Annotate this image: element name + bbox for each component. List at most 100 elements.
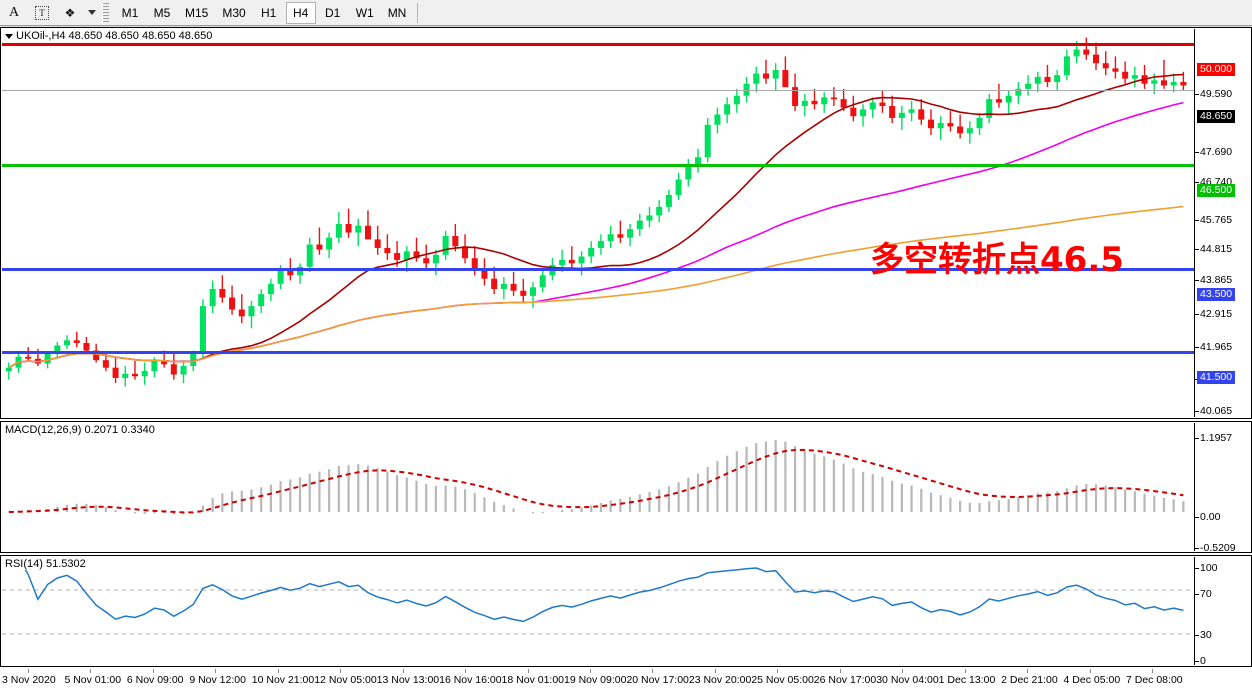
timeframe-w1[interactable]: W1 bbox=[355, 5, 374, 20]
time-tick bbox=[1027, 669, 1029, 673]
time-axis-label: 18 Nov 01:00 bbox=[501, 674, 565, 686]
time-tick bbox=[964, 669, 966, 673]
time-axis-label: 25 Nov 05:00 bbox=[751, 674, 814, 686]
level-line-support-41500[interactable] bbox=[2, 351, 1194, 354]
level-line-current-price-48650[interactable] bbox=[2, 90, 1194, 91]
text-label-icon[interactable]: A bbox=[8, 4, 20, 20]
price-tick: 43.865 bbox=[1194, 274, 1233, 286]
price-plot-region[interactable]: 多空转折点46.5 bbox=[2, 29, 1194, 417]
toolbar-separator bbox=[417, 2, 419, 23]
time-axis-label: 12 Nov 05:00 bbox=[314, 674, 377, 686]
time-axis-label: 16 Nov 16:00 bbox=[439, 674, 502, 686]
time-axis[interactable]: 3 Nov 2020 5 Nov 01:00 6 Nov 09:00 9 Nov 12… bbox=[0, 669, 1252, 694]
chart-area: 多空转折点46.5 UKOil-,H4 48.650 48.650 48.650… bbox=[0, 26, 1252, 694]
macd-tick: 0.00 bbox=[1194, 511, 1221, 523]
price-tag-50-000: 50.000 bbox=[1197, 63, 1236, 76]
macd-tick: 1.1957 bbox=[1194, 432, 1233, 444]
time-axis-label: 5 Nov 01:00 bbox=[64, 674, 122, 686]
price-tick: 46.740 bbox=[1194, 176, 1233, 188]
chart-annotation-text: 多空转折点46.5 bbox=[870, 240, 1124, 280]
rsi-plot-region[interactable] bbox=[2, 557, 1194, 665]
time-axis-label: 9 Nov 12:00 bbox=[189, 674, 246, 686]
shapes-icon[interactable]: ❖ bbox=[64, 5, 76, 20]
macd-pane-legend: MACD(12,26,9) 0.2071 0.3340 bbox=[5, 424, 158, 436]
time-tick bbox=[839, 669, 841, 673]
time-axis-label: 23 Nov 20:00 bbox=[688, 674, 752, 686]
price-pane-legend-text: UKOil-,H4 48.650 48.650 48.650 48.650 bbox=[16, 30, 213, 42]
time-axis-label: 1 Dec 13:00 bbox=[938, 674, 996, 686]
price-tick: 41.965 bbox=[1194, 341, 1233, 353]
time-axis-label: 3 Nov 2020 bbox=[2, 674, 56, 686]
time-axis-label: 4 Dec 05:00 bbox=[1063, 674, 1121, 686]
toolbar: A T ❖ M1 M5 M15 M30 H1 H4 D1 W1 MN bbox=[0, 0, 1252, 26]
time-axis-label: 26 Nov 17:00 bbox=[813, 674, 877, 686]
macd-tick: -0.5209 bbox=[1195, 542, 1236, 554]
time-tick bbox=[465, 669, 467, 673]
time-axis-label: 6 Nov 09:00 bbox=[126, 674, 184, 686]
price-tick: 42.915 bbox=[1194, 308, 1233, 320]
macd-pane[interactable]: MACD(12,26,9) 0.2071 0.3340 1.1957 0.00 -0… bbox=[0, 421, 1252, 554]
time-tick bbox=[652, 669, 654, 673]
time-tick bbox=[777, 669, 779, 673]
level-line-resistance-50[interactable] bbox=[2, 43, 1194, 46]
timeframe-h1[interactable]: H1 bbox=[261, 5, 277, 20]
level-line-support-43500[interactable] bbox=[2, 268, 1194, 271]
rsi-tick: 0 bbox=[1195, 655, 1206, 667]
time-tick bbox=[1152, 669, 1153, 673]
rsi-pane[interactable]: RSI(14) 51.5302 100 70 30 0 bbox=[0, 555, 1252, 667]
timeframe-m5[interactable]: M5 bbox=[153, 5, 171, 20]
time-tick bbox=[90, 669, 92, 673]
time-axis-label: 2 Dec 21:00 bbox=[1001, 674, 1058, 686]
time-tick bbox=[152, 669, 154, 673]
price-tag-48-650: 48.650 bbox=[1197, 110, 1236, 123]
toolbar-drag-handle[interactable] bbox=[102, 2, 109, 23]
time-axis-label: 19 Nov 09:00 bbox=[564, 674, 627, 686]
time-tick bbox=[402, 669, 404, 673]
macd-series bbox=[8, 440, 1185, 515]
time-tick bbox=[1089, 669, 1091, 673]
time-tick bbox=[527, 669, 529, 673]
price-pane-legend: UKOil-,H4 48.650 48.650 48.650 48.650 bbox=[5, 30, 216, 42]
time-axis-label: 10 Nov 21:00 bbox=[251, 674, 315, 686]
macd-plot-region[interactable] bbox=[2, 423, 1194, 551]
rsi-tick: 30 bbox=[1195, 629, 1212, 641]
time-axis-label: 7 Dec 08:00 bbox=[1126, 674, 1183, 686]
time-tick bbox=[714, 669, 716, 673]
time-axis-label: 13 Nov 13:00 bbox=[376, 674, 440, 686]
price-tick: 47.690 bbox=[1194, 146, 1233, 158]
price-tick: 49.590 bbox=[1194, 88, 1233, 100]
time-axis-label: 20 Nov 17:00 bbox=[626, 674, 689, 686]
time-tick bbox=[277, 669, 279, 673]
shapes-dropdown-caret-icon[interactable] bbox=[84, 1, 98, 25]
timeframe-m30[interactable]: M30 bbox=[222, 5, 246, 20]
price-pane[interactable]: 多空转折点46.5 UKOil-,H4 48.650 48.650 48.650… bbox=[0, 27, 1252, 449]
rsi-tick: 70 bbox=[1195, 588, 1212, 600]
rsi-pane-legend: RSI(14) 51.5302 bbox=[5, 558, 89, 570]
price-tick: 45.765 bbox=[1194, 214, 1233, 226]
rsi-tick: 100 bbox=[1195, 562, 1218, 574]
level-line-pivot-46500[interactable] bbox=[2, 164, 1194, 167]
price-tick: 44.815 bbox=[1194, 243, 1233, 255]
price-axis[interactable]: 49.590 47.690 46.740 45.765 44.815 43.865 42.9… bbox=[1194, 29, 1250, 449]
text-box-icon[interactable]: T bbox=[28, 1, 56, 25]
collapse-triangle-icon[interactable] bbox=[5, 33, 13, 39]
candlestick-series bbox=[5, 37, 1187, 387]
rsi-series bbox=[2, 557, 1194, 635]
time-tick bbox=[215, 669, 217, 673]
price-tick: 40.065 bbox=[1194, 405, 1233, 417]
timeframe-m15[interactable]: M15 bbox=[185, 5, 209, 20]
rsi-axis[interactable]: 100 70 30 0 bbox=[1194, 557, 1250, 667]
price-tag-43-500: 43.500 bbox=[1197, 288, 1236, 301]
time-tick bbox=[340, 669, 342, 673]
timeframe-d1[interactable]: D1 bbox=[325, 5, 341, 20]
time-tick bbox=[902, 669, 904, 673]
timeframe-h4[interactable]: H4 bbox=[285, 1, 316, 24]
timeframe-mn[interactable]: MN bbox=[387, 5, 407, 20]
macd-axis[interactable]: 1.1957 0.00 -0.5209 bbox=[1194, 423, 1250, 554]
time-tick bbox=[28, 669, 29, 673]
timeframe-m1[interactable]: M1 bbox=[121, 5, 139, 20]
time-tick bbox=[590, 669, 591, 673]
price-tag-41-500: 41.500 bbox=[1197, 371, 1236, 384]
timeframe-group: M1 M5 M15 M30 H1 H4 D1 W1 MN bbox=[114, 1, 413, 24]
time-axis-label: 30 Nov 04:00 bbox=[876, 674, 939, 686]
